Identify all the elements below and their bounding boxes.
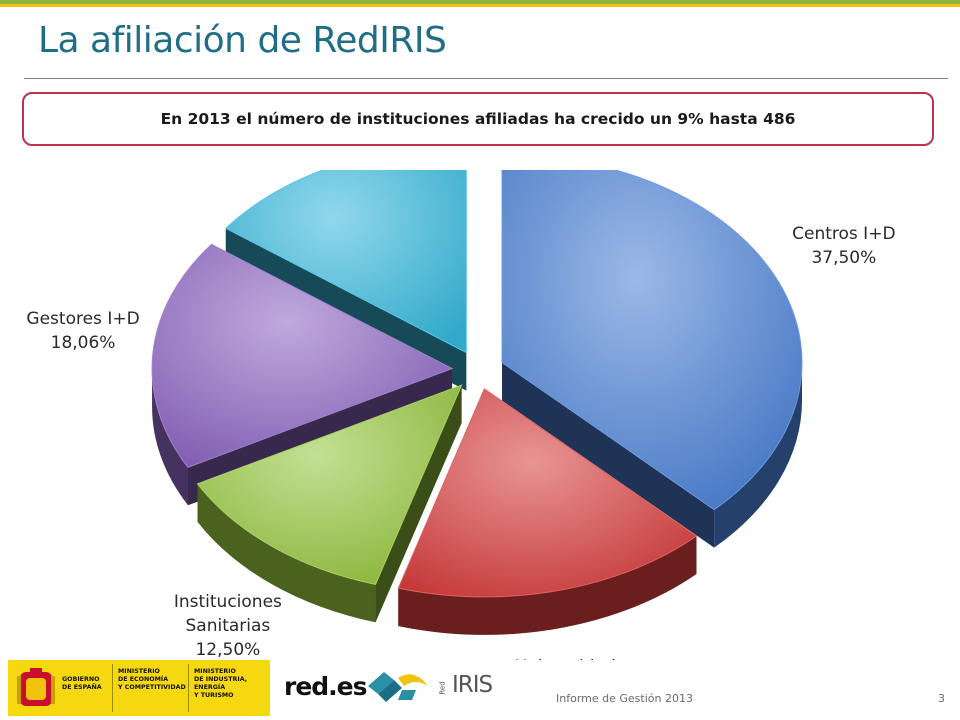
pie-slice-wall: [375, 385, 462, 623]
top-accent-bar-yellow: [0, 4, 960, 7]
logo-gobierno-text: GOBIERNO DE ESPAÑA: [62, 676, 102, 691]
page-number: 3: [938, 692, 945, 705]
logo-ministerio-economia-text: MINISTERIO DE ECONOMÍA Y COMPETITIVIDAD: [118, 668, 186, 691]
pie-labels: Centros I+D37,50%Universidades17,13%Inst…: [26, 224, 895, 660]
pie-slice-rim: [398, 535, 697, 635]
logo-separator: [112, 664, 113, 712]
pie-slice-top: [224, 170, 467, 354]
pie-slice-value-label: 37,50%: [811, 248, 876, 268]
pie-slices: [151, 170, 803, 635]
slide-title: La afiliación de RedIRIS: [38, 20, 447, 61]
rede-logo: red.es: [284, 672, 368, 701]
pie-slice-rim: [197, 483, 376, 623]
rediris-small-text: Red: [438, 681, 447, 695]
rediris-logo-icon: [368, 672, 428, 702]
pie-slice-category-label: Centros I+D: [792, 224, 895, 244]
pie-slice-wall: [502, 362, 715, 548]
pie-slice-category-label: Gestores I+D: [26, 309, 139, 329]
pie-slice: [196, 384, 463, 623]
pie-slice-top: [501, 170, 803, 511]
logo-separator: [188, 664, 189, 712]
government-logos: GOBIERNO DE ESPAÑA MINISTERIO DE ECONOMÍ…: [8, 660, 270, 716]
spain-coat-of-arms-icon: [17, 668, 55, 706]
rediris-logo-text: IRIS: [452, 672, 493, 698]
pie-slice-value-label: 12,50%: [195, 640, 260, 660]
callout-box: En 2013 el número de instituciones afili…: [22, 92, 934, 146]
footer-report-name: Informe de Gestión 2013: [556, 692, 693, 705]
pie-slice: [397, 388, 698, 635]
pie-slice-rim: [152, 368, 189, 506]
logo-ministerio-industria-text: MINISTERIO DE INDUSTRIA, ENERGÍA Y TURIS…: [194, 668, 248, 699]
pie-slice-rim: [714, 362, 803, 548]
title-divider: [24, 78, 948, 79]
pie-slice-category-label: Instituciones: [174, 592, 282, 612]
pie-slice-category-label: Sanitarias: [185, 616, 270, 636]
pie-slice-value-label: 18,06%: [51, 333, 116, 353]
pie-slice-category-label: Universidades: [515, 657, 635, 660]
pie-slice: [501, 170, 803, 548]
pie-slice-top: [397, 388, 698, 598]
pie-slice-top: [196, 384, 463, 585]
pie-slice-top: [151, 243, 454, 468]
top-accent-bar-green: [0, 0, 960, 4]
callout-text: En 2013 el número de instituciones afili…: [160, 110, 796, 128]
pie-chart: Centros I+D37,50%Universidades17,13%Inst…: [26, 170, 896, 660]
